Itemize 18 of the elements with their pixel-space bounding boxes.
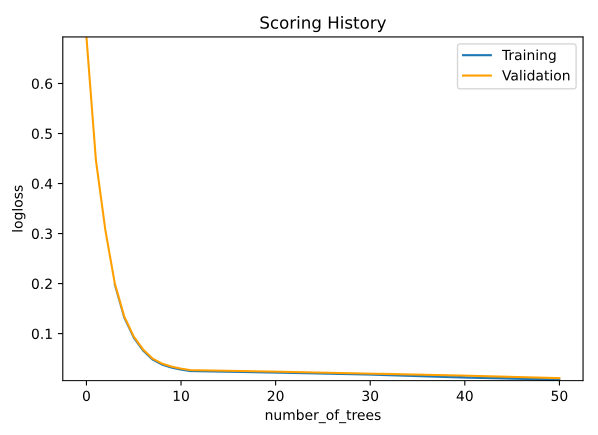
line-series — [114, 284, 560, 381]
x-tick-label: 40 — [456, 390, 473, 402]
chart-title: Scoring History — [260, 16, 386, 32]
x-tick-label: 10 — [174, 390, 189, 402]
y-tick-label: 0.4 — [32, 178, 52, 190]
x-axis-title: number_of_trees — [266, 409, 381, 424]
y-axis-title: logloss — [12, 185, 26, 232]
x-tick-label: 50 — [552, 390, 568, 402]
y-tick-label: 0.5 — [32, 128, 52, 139]
x-tick-label: 30 — [362, 390, 378, 402]
legend-label: Training — [502, 49, 556, 63]
y-tick-label: 0.6 — [32, 78, 52, 89]
y-tick-label: 0.2 — [32, 278, 52, 290]
x-tick-label: 20 — [268, 390, 284, 402]
x-tick-label: 0 — [82, 390, 90, 402]
y-tick-label: 0.1 — [32, 328, 52, 340]
y-tick-label: 0.3 — [32, 228, 52, 240]
legend-label: Validation — [502, 70, 570, 81]
